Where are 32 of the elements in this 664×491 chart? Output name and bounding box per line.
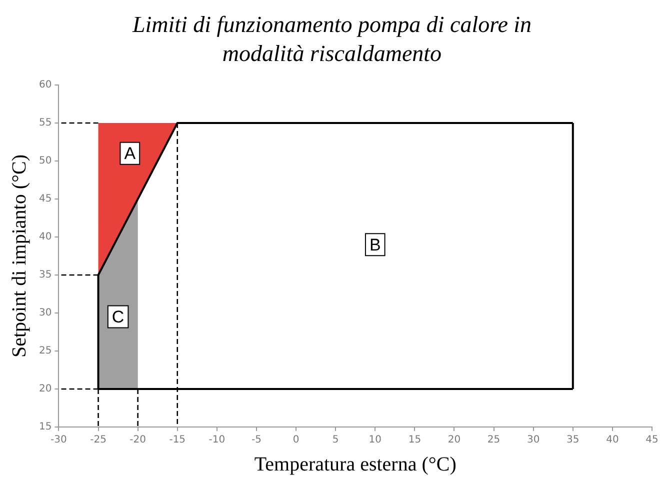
x-tick-label: 45	[646, 434, 658, 446]
y-tick-label: 40	[38, 232, 52, 243]
y-tick-label: 55	[38, 118, 52, 129]
y-tick-label: 15	[38, 422, 52, 433]
y-tick-label: 20	[38, 384, 52, 395]
y-tick-label: 30	[38, 308, 52, 319]
annotation: C	[112, 307, 124, 326]
y-tick-label: 50	[38, 156, 52, 167]
x-tick-label: 35	[566, 434, 580, 446]
annotation: B	[369, 235, 381, 254]
x-tick-label: 25	[487, 434, 500, 446]
x-tick-label: -20	[130, 434, 146, 446]
x-tick-label: 0	[292, 434, 300, 446]
y-tick-label: 45	[38, 194, 52, 205]
x-tick-label: -15	[169, 434, 186, 446]
x-tick-label: 20	[448, 434, 461, 446]
x-tick-label: 5	[332, 434, 339, 446]
x-tick-label: -5	[251, 434, 262, 446]
y-tick-label: 25	[38, 346, 52, 357]
y-axis-title: Setpoint di impianto (°C)	[8, 154, 30, 358]
x-axis-title: Temperatura esterna (°C)	[254, 453, 456, 476]
x-tick-label: 10	[368, 434, 382, 446]
annotation: A	[124, 144, 136, 164]
y-tick-label: 35	[38, 270, 52, 281]
x-tick-label: -10	[208, 434, 226, 446]
x-tick-label: 15	[408, 434, 422, 446]
y-tick-label: 60	[38, 80, 52, 91]
x-tick-label: -30	[50, 434, 67, 446]
x-tick-label: 40	[606, 434, 619, 446]
chart-title: Limiti di funzionamento pompa di calore in modalità riscaldamento	[132, 11, 532, 68]
x-tick-label: 30	[526, 434, 540, 446]
x-tick-label: -25	[90, 434, 106, 446]
